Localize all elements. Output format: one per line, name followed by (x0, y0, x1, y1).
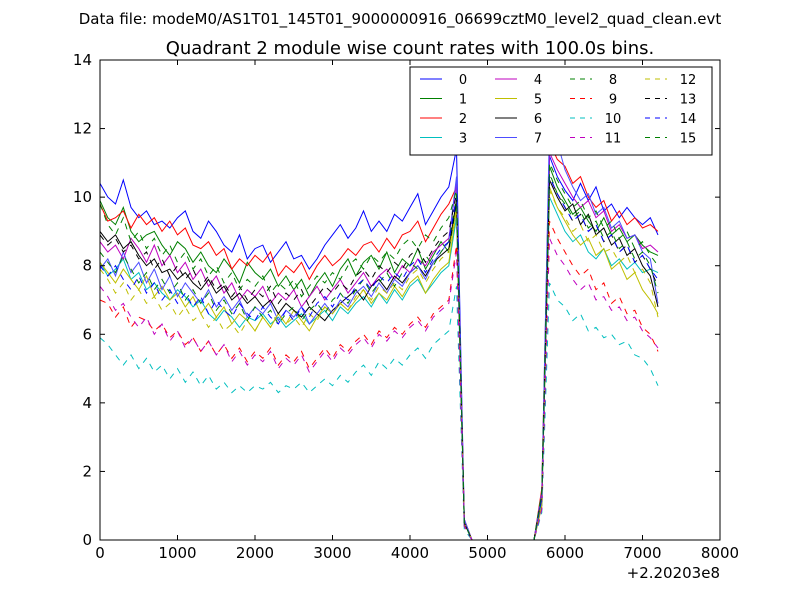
series-line-11 (99, 238, 659, 541)
legend-label-7: 7 (534, 132, 542, 147)
y-tick-label: 6 (82, 325, 92, 343)
x-tick-label: 8000 (701, 544, 739, 562)
legend-label-6: 6 (534, 112, 542, 127)
series-line-0 (99, 149, 659, 541)
legend-label-0: 0 (459, 73, 467, 88)
y-tick-label: 0 (82, 531, 92, 549)
series-line-3 (99, 196, 659, 541)
y-tick-label: 8 (82, 257, 92, 275)
x-tick-label: 0 (95, 544, 105, 562)
series-line-10 (99, 282, 659, 541)
x-tick-label: 7000 (623, 544, 661, 562)
x-tick-label: 5000 (468, 544, 506, 562)
legend-label-14: 14 (680, 112, 697, 127)
legend-label-1: 1 (459, 93, 467, 108)
series-line-5 (99, 186, 659, 541)
legend-label-10: 10 (605, 112, 622, 127)
series-line-1 (99, 166, 659, 541)
legend-label-11: 11 (605, 132, 622, 147)
x-tick-label: 3000 (313, 544, 351, 562)
legend-label-2: 2 (459, 112, 467, 127)
legend-box (409, 66, 713, 156)
series-line-9 (99, 220, 659, 541)
legend-label-4: 4 (534, 73, 542, 88)
series-line-15 (99, 162, 659, 541)
series-line-13 (99, 176, 659, 541)
legend-label-9: 9 (609, 93, 617, 108)
y-tick-label: 12 (73, 120, 92, 138)
x-tick-label: 2000 (236, 544, 274, 562)
chart-title: Quadrant 2 module wise count rates with … (166, 38, 655, 59)
series-line-12 (99, 190, 659, 541)
y-tick-label: 4 (82, 394, 92, 412)
data-file-caption: Data file: modeM0/AS1T01_145T01_90000009… (79, 10, 722, 29)
x-tick-label: 4000 (391, 544, 429, 562)
series-line-7 (99, 124, 659, 541)
series-line-8 (99, 172, 659, 541)
legend-label-5: 5 (534, 93, 542, 108)
legend-label-13: 13 (680, 93, 697, 108)
y-tick-label: 10 (73, 188, 92, 206)
y-tick-label: 2 (82, 462, 92, 480)
legend-label-3: 3 (459, 132, 467, 147)
series-line-6 (99, 179, 659, 541)
y-tick-label: 14 (73, 51, 92, 69)
legend-label-8: 8 (609, 73, 617, 88)
series-line-4 (99, 152, 659, 541)
x-tick-label: 6000 (546, 544, 584, 562)
plot-lines (99, 124, 659, 541)
x-offset-label: +2.20203e8 (627, 564, 720, 582)
legend-label-15: 15 (680, 132, 697, 147)
series-line-2 (99, 142, 659, 541)
x-axis: 0 1000 2000 3000 4000 5000 6000 7000 8000 (95, 60, 739, 562)
x-tick-label: 1000 (158, 544, 196, 562)
legend-label-12: 12 (680, 73, 697, 88)
series-line-14 (99, 176, 659, 541)
